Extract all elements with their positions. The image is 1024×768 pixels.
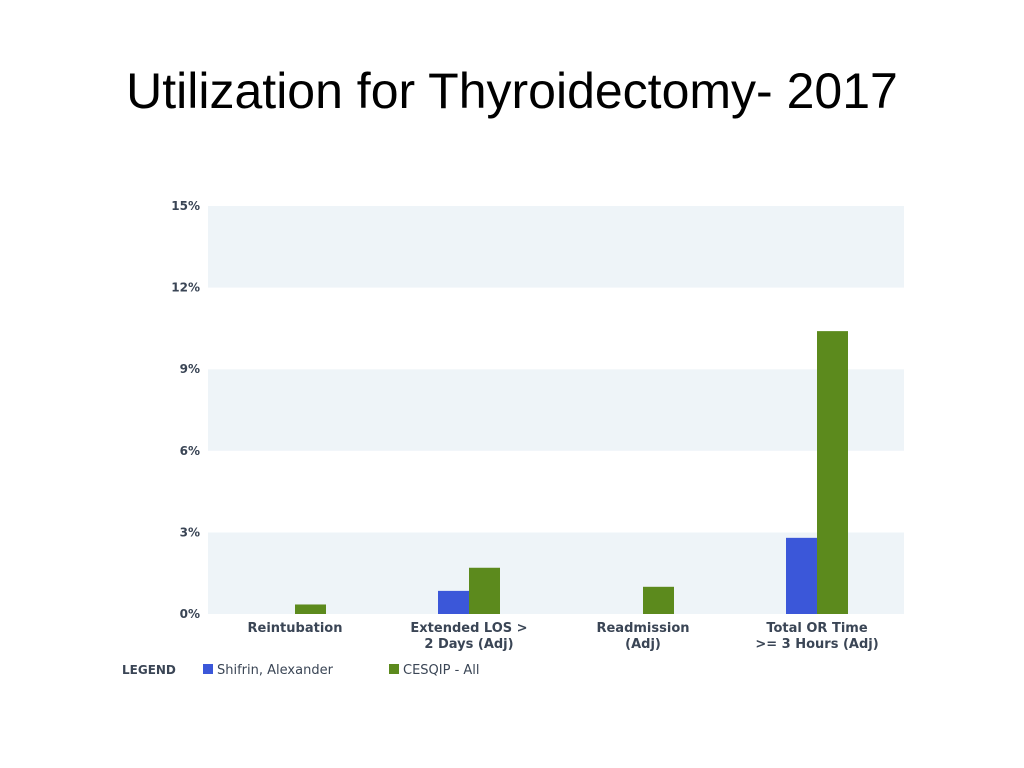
y-tick-label: 9% <box>180 362 200 376</box>
y-tick-label: 6% <box>180 444 200 458</box>
y-tick-label: 0% <box>180 607 200 621</box>
grid-band <box>208 206 904 288</box>
legend-swatch <box>389 664 399 674</box>
x-tick-label: 2 Days (Adj) <box>424 637 513 652</box>
y-tick-label: 12% <box>171 281 200 295</box>
grid-band <box>208 450 904 533</box>
legend-swatch <box>203 664 213 674</box>
x-tick-label: Readmission <box>596 621 689 636</box>
y-tick-label: 15% <box>171 199 200 213</box>
bar-cesqip <box>817 331 848 614</box>
bar-cesqip <box>643 586 674 614</box>
x-tick-label: Extended LOS > <box>410 621 527 636</box>
bar-cesqip <box>295 604 326 614</box>
legend-entry: CESQIP - All <box>403 663 480 678</box>
bar-cesqip <box>469 567 500 614</box>
y-tick-label: 3% <box>180 525 200 539</box>
x-tick-label: >= 3 Hours (Adj) <box>755 637 878 652</box>
bar-shifrin <box>438 590 469 614</box>
slide-title: Utilization for Thyroidectomy- 2017 <box>126 63 898 119</box>
x-tick-label: Reintubation <box>248 621 343 636</box>
x-tick-label: Total OR Time <box>766 621 867 636</box>
legend-entry: Shifrin, Alexander <box>217 663 334 678</box>
grid-band <box>208 369 904 451</box>
x-tick-label: (Adj) <box>625 637 661 652</box>
grid-band <box>208 287 904 370</box>
legend-title: LEGEND <box>122 663 176 677</box>
bar-shifrin <box>786 537 817 614</box>
